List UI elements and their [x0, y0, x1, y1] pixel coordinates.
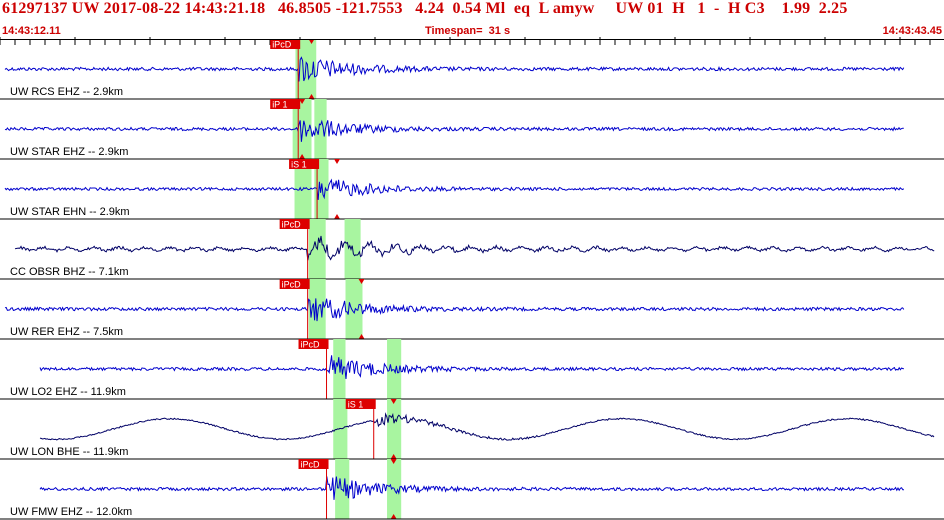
- channel-label: UW FMW EHZ -- 12.0km: [10, 506, 132, 518]
- arrival-marker-bottom: [390, 454, 397, 459]
- pick-label-box[interactable]: [298, 459, 329, 469]
- timespan-label: Timespan= 31 s: [425, 25, 511, 37]
- arrival-marker-top: [358, 279, 365, 284]
- pick-window: [292, 99, 312, 159]
- pick-label: iPcD: [282, 220, 302, 230]
- waveform-trace: [39, 412, 935, 441]
- arrival-marker-top: [308, 39, 315, 44]
- arrival-marker-top: [334, 159, 341, 164]
- pick-label-box[interactable]: [270, 99, 301, 109]
- waveform-trace: [4, 178, 905, 200]
- channel-row[interactable]: iPcD UW RCS EHZ -- 2.9km: [0, 39, 944, 100]
- channel-row[interactable]: iS 1 UW STAR EHN -- 2.9km: [0, 159, 944, 220]
- pick-window: [314, 99, 327, 159]
- event-title: 61297137 UW 2017-08-22 14:43:21.18 46.85…: [2, 0, 848, 17]
- waveform-trace: [39, 476, 904, 500]
- waveform-trace: [4, 298, 905, 322]
- channel-row[interactable]: iS 1 UW LON BHE -- 11.9km: [0, 399, 944, 460]
- channel-label: UW RER EHZ -- 7.5km: [10, 326, 123, 338]
- channel-label: UW STAR EHZ -- 2.9km: [10, 146, 128, 158]
- pick-label-box[interactable]: [279, 279, 310, 289]
- pick-label: iPcD: [282, 280, 302, 290]
- channel-row[interactable]: iPcD UW FMW EHZ -- 12.0km: [0, 459, 944, 520]
- pick-window: [387, 399, 402, 459]
- waveform-trace: [4, 56, 905, 82]
- channel-row[interactable]: iP 1 UW STAR EHZ -- 2.9km: [0, 99, 944, 160]
- pick-label: iS 1: [291, 160, 307, 170]
- arrival-marker-bottom: [299, 154, 306, 159]
- channel-row[interactable]: iPcD UW RER EHZ -- 7.5km: [0, 279, 944, 340]
- arrival-marker-top: [299, 99, 306, 104]
- pick-window: [308, 279, 326, 339]
- pick-label: iP 1: [272, 100, 287, 110]
- channel-row[interactable]: iPcD UW LO2 EHZ -- 11.9km: [0, 339, 944, 400]
- pick-label: iPcD: [272, 40, 292, 50]
- start-time: 14:43:12.11: [2, 25, 61, 37]
- channel-row[interactable]: iPcD CC OBSR BHZ -- 7.1km: [0, 219, 944, 280]
- arrival-marker-bottom: [358, 334, 365, 339]
- pick-window: [345, 279, 363, 339]
- channel-label: UW LON BHE -- 11.9km: [10, 446, 128, 458]
- pick-label: iPcD: [301, 340, 321, 350]
- arrival-marker-bottom: [334, 214, 341, 219]
- pick-label-box[interactable]: [345, 399, 376, 409]
- waveform-trace: [4, 119, 904, 142]
- pick-label-box[interactable]: [270, 39, 301, 49]
- pick-window: [333, 399, 348, 459]
- time-tick-ruler: [0, 37, 931, 45]
- pick-window: [387, 339, 402, 399]
- channel-label: CC OBSR BHZ -- 7.1km: [10, 266, 129, 278]
- event-header: 61297137 UW 2017-08-22 14:43:21.18 46.85…: [0, 0, 944, 40]
- seismogram-panel[interactable]: iPcD UW RCS EHZ -- 2.9km iP 1 UW STAR EHZ -…: [0, 39, 944, 520]
- waveform-trace: [39, 355, 905, 379]
- end-time: 14:43:43.45: [882, 25, 942, 37]
- channel-label: UW RCS EHZ -- 2.9km: [10, 86, 123, 98]
- pick-label-box[interactable]: [289, 159, 320, 169]
- channel-label: UW LO2 EHZ -- 11.9km: [10, 386, 126, 398]
- pick-label-box[interactable]: [298, 339, 329, 349]
- pick-window: [335, 459, 350, 519]
- waveform-trace: [14, 235, 935, 261]
- pick-label: iPcD: [301, 460, 321, 470]
- pick-label-box[interactable]: [279, 219, 310, 229]
- arrival-marker-bottom: [308, 94, 315, 99]
- arrival-marker-top: [390, 399, 397, 404]
- pick-label: iS 1: [348, 400, 364, 410]
- channel-label: UW STAR EHN -- 2.9km: [10, 206, 130, 218]
- arrival-marker-top: [390, 459, 397, 464]
- arrival-marker-bottom: [390, 514, 397, 519]
